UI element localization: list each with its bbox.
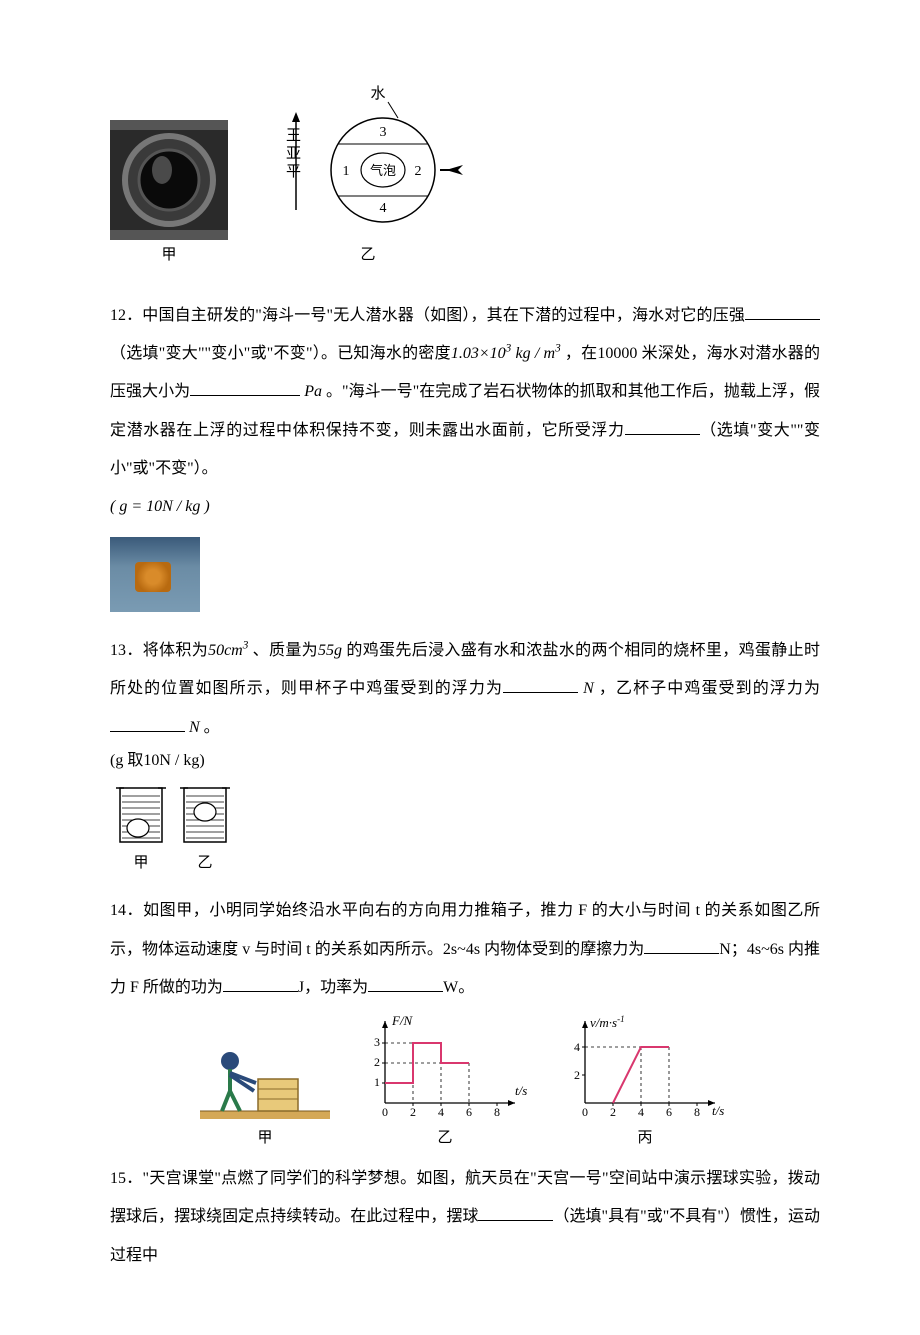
q13-t4: ，乙杯子中鸡蛋受到的浮力为 [594, 680, 820, 697]
svg-text:1: 1 [343, 164, 350, 179]
svg-text:0: 0 [382, 1105, 388, 1119]
svg-text:t/s: t/s [712, 1103, 724, 1118]
svg-text:8: 8 [694, 1105, 700, 1119]
figure-jia-label: 甲 [161, 244, 176, 267]
q13-n2: N [189, 719, 200, 736]
q13-g: (g 取10N / kg) [110, 747, 820, 776]
svg-text:4: 4 [438, 1105, 444, 1119]
svg-text:王: 王 [286, 128, 301, 144]
q15-number: 15． [110, 1170, 143, 1187]
q14-blank-3 [368, 975, 443, 993]
q13-vol: 50cm3 [208, 642, 248, 659]
photo-q12 [110, 537, 200, 612]
svg-text:气泡: 气泡 [370, 163, 396, 178]
figure-top-row: 甲 王 亚 平 水 气泡 1 2 3 4 [110, 80, 820, 267]
q12-blank-1 [745, 302, 820, 320]
q13-t5: 。 [200, 719, 220, 736]
svg-text:4: 4 [638, 1105, 644, 1119]
q12-g: ( g = 10N / kg ) [110, 488, 820, 526]
photo-jia [110, 120, 228, 240]
svg-text:3: 3 [380, 125, 387, 140]
svg-text:2: 2 [574, 1068, 580, 1082]
q14-number: 14． [110, 902, 143, 919]
svg-text:2: 2 [410, 1105, 416, 1119]
q13-blank-1 [503, 676, 578, 694]
q12-t2: （选填"变大""变小"或"不变"）。已知海水的密度 [110, 345, 451, 362]
q13-number: 13． [110, 642, 143, 659]
question-12: 12．中国自主研发的"海斗一号"无人潜水器（如图），其在下潜的过程中，海水对它的… [110, 297, 820, 489]
q14-chart-yi: F/N t/s 1 2 3 0 2 4 6 8 [360, 1013, 530, 1150]
svg-text:1: 1 [374, 1075, 380, 1089]
figure-jia-group: 甲 [110, 120, 228, 267]
svg-text:2: 2 [415, 164, 422, 179]
beaker-yi: 乙 [178, 782, 232, 875]
q12-t1: 中国自主研发的"海斗一号"无人潜水器（如图），其在下潜的过程中，海水对它的压强 [142, 307, 745, 324]
svg-text:亚: 亚 [286, 146, 301, 162]
q12-blank-2 [190, 379, 300, 397]
q14-blank-1 [644, 936, 719, 954]
q12-t3: ，在 [561, 345, 598, 362]
q15-blank-1 [478, 1204, 553, 1222]
svg-text:6: 6 [666, 1105, 672, 1119]
svg-text:v/m·s-1: v/m·s-1 [590, 1014, 625, 1030]
q12-blank-3 [625, 417, 700, 435]
question-13: 13．将体积为50cm3 、质量为55g 的鸡蛋先后浸入盛有水和浓盐水的两个相同… [110, 632, 820, 747]
q14-u2: J，功率为 [298, 979, 368, 996]
q12-pa: Pa [304, 383, 322, 400]
svg-text:水: 水 [370, 85, 385, 102]
question-14: 14．如图甲，小明同学始终沿水平向右的方向用力推箱子，推力 F 的大小与时间 t… [110, 892, 820, 1007]
question-15: 15．"天宫课堂"点燃了同学们的科学梦想。如图，航天员在"天宫一号"空间站中演示… [110, 1160, 820, 1275]
beaker-jia: 甲 [114, 782, 168, 875]
svg-text:8: 8 [494, 1105, 500, 1119]
svg-text:0: 0 [582, 1105, 588, 1119]
svg-text:4: 4 [574, 1040, 580, 1054]
q13-mass: 55g [318, 642, 342, 659]
svg-text:4: 4 [380, 201, 387, 216]
svg-text:3: 3 [374, 1035, 380, 1049]
q14-u3: W。 [443, 979, 474, 996]
q14-chart-bing: v/m·s-1 t/s 2 4 0 2 4 6 8 丙 [560, 1013, 730, 1150]
q12-depth: 10000 [597, 345, 637, 362]
q12-number: 12． [110, 307, 142, 324]
figure-yi-label: 乙 [360, 244, 375, 267]
svg-text:平: 平 [286, 164, 301, 180]
figure-yi-group: 王 亚 平 水 气泡 1 2 3 4 乙 [268, 80, 468, 267]
q13-t2: 、质量为 [248, 642, 318, 659]
q14-charts: 甲 F/N t/s 1 2 3 0 2 4 6 8 [110, 1013, 820, 1150]
svg-text:t/s: t/s [515, 1083, 527, 1098]
beakers-figure: 甲 乙 [114, 782, 820, 875]
svg-text:6: 6 [466, 1105, 472, 1119]
q14-blank-2 [223, 975, 298, 993]
svg-text:2: 2 [610, 1105, 616, 1119]
q13-blank-2 [110, 714, 185, 732]
svg-text:2: 2 [374, 1055, 380, 1069]
q12-density: 1.03×103 kg / m3 [451, 345, 561, 362]
diagram-yi: 王 亚 平 水 气泡 1 2 3 4 [268, 80, 468, 240]
svg-text:F/N: F/N [391, 1013, 414, 1028]
q13-t1: 将体积为 [143, 642, 208, 659]
q14-fig-jia: 甲 [200, 1033, 330, 1150]
q13-n1: N [583, 680, 594, 697]
